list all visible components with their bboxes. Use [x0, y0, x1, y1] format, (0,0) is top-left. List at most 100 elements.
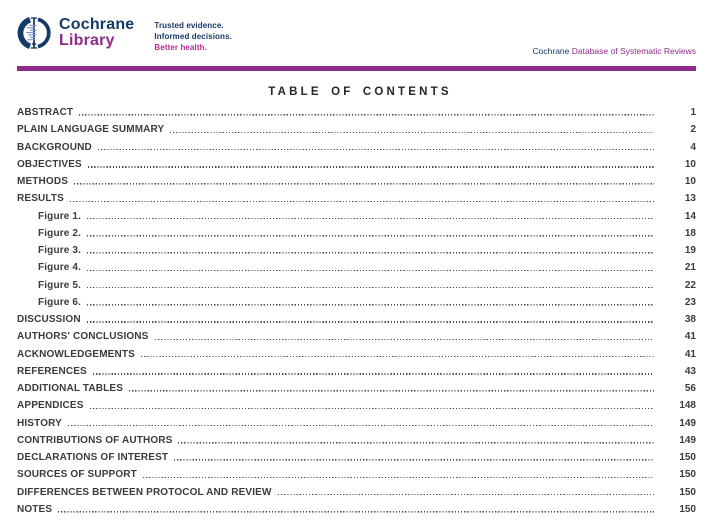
- toc-page-number: 148: [679, 400, 696, 412]
- toc-row: APPENDICES 148: [17, 397, 696, 414]
- toc-entry-label[interactable]: Figure 4.: [38, 262, 82, 274]
- toc-entry-label[interactable]: REFERENCES: [17, 365, 87, 377]
- toc-row: Figure 3. 19: [17, 242, 696, 259]
- toc-row: RESULTS 13: [17, 190, 696, 207]
- logo-wordmark: Cochrane Library: [59, 17, 134, 49]
- toc-entry-label[interactable]: APPENDICES: [17, 400, 84, 412]
- toc-leader: [79, 114, 654, 116]
- toc-leader: [87, 217, 654, 220]
- toc-leader: [87, 269, 654, 272]
- toc-entry-label[interactable]: Figure 1.: [38, 210, 82, 222]
- toc-leader: [87, 166, 654, 168]
- page-title: TABLE OF CONTENTS: [268, 86, 452, 98]
- toc-leader: [86, 321, 654, 323]
- cochrane-logo-icon: [17, 16, 51, 50]
- toc-page-number: 21: [684, 262, 696, 274]
- toc-entry-label[interactable]: AUTHORS' CONCLUSIONS: [17, 331, 149, 343]
- toc-leader: [277, 493, 654, 496]
- toc-list: ABSTRACT 1 PLAIN LANGUAGE SUMMARY 2 BACK…: [17, 104, 696, 518]
- toc-entry-label[interactable]: DISCUSSION: [17, 314, 81, 326]
- toc-page-number: 41: [684, 348, 696, 360]
- toc-page-number: 22: [684, 279, 696, 291]
- header-rule: [17, 66, 696, 71]
- toc-leader: [87, 304, 654, 306]
- toc-row: DISCUSSION 38: [17, 311, 696, 328]
- toc-page-number: 2: [690, 124, 696, 136]
- toc-page-number: 23: [684, 296, 696, 308]
- toc-leader: [87, 286, 654, 289]
- toc-entry-label[interactable]: BACKGROUND: [17, 141, 92, 153]
- toc-page-number: 13: [684, 193, 696, 205]
- toc-leader: [58, 511, 654, 513]
- toc-leader: [92, 373, 654, 375]
- toc-entry-label[interactable]: Figure 5.: [38, 279, 82, 291]
- toc-row: BACKGROUND 4: [17, 139, 696, 156]
- toc-entry-label[interactable]: RESULTS: [17, 193, 64, 205]
- toc-entry-label[interactable]: HISTORY: [17, 417, 62, 429]
- toc-row: ACKNOWLEDGEMENTS 41: [17, 346, 696, 363]
- toc-row: Figure 1. 14: [17, 208, 696, 225]
- toc-page-number: 41: [684, 331, 696, 343]
- toc-entry-label[interactable]: Figure 2.: [38, 227, 82, 239]
- toc-entry-label[interactable]: NOTES: [17, 503, 53, 515]
- toc-page-number: 150: [679, 452, 696, 464]
- toc-row: DIFFERENCES BETWEEN PROTOCOL AND REVIEW …: [17, 484, 696, 501]
- toc-leader: [97, 148, 654, 151]
- tagline: Trusted evidence. Informed decisions. Be…: [154, 20, 231, 53]
- toc-leader: [74, 183, 654, 185]
- toc-row: Figure 2. 18: [17, 225, 696, 242]
- journal-title-rest: Database of Systematic Reviews: [569, 46, 696, 56]
- toc-page-number: 43: [684, 365, 696, 377]
- toc-page-number: 19: [684, 245, 696, 257]
- toc-entry-label[interactable]: ABSTRACT: [17, 107, 74, 119]
- toc-leader: [154, 338, 654, 341]
- toc-leader: [129, 390, 654, 392]
- toc-row: Figure 5. 22: [17, 277, 696, 294]
- toc-leader: [87, 252, 654, 254]
- toc-row: Figure 6. 23: [17, 294, 696, 311]
- toc-page-number: 56: [684, 383, 696, 395]
- toc-row: AUTHORS' CONCLUSIONS 41: [17, 328, 696, 345]
- toc-page-number: 38: [684, 314, 696, 326]
- toc-row: SOURCES OF SUPPORT 150: [17, 466, 696, 483]
- toc-row: DECLARATIONS OF INTEREST 150: [17, 449, 696, 466]
- toc-leader: [174, 459, 654, 461]
- toc-page-number: 149: [679, 417, 696, 429]
- toc-entry-label[interactable]: ACKNOWLEDGEMENTS: [17, 348, 135, 360]
- toc-leader: [178, 442, 654, 444]
- toc-page-number: 18: [684, 227, 696, 239]
- toc-leader: [87, 235, 654, 237]
- toc-entry-label[interactable]: ADDITIONAL TABLES: [17, 383, 124, 395]
- toc-entry-label[interactable]: OBJECTIVES: [17, 158, 82, 170]
- toc-entry-label[interactable]: CONTRIBUTIONS OF AUTHORS: [17, 434, 173, 446]
- toc-row: OBJECTIVES 10: [17, 156, 696, 173]
- toc-page-number: 150: [679, 486, 696, 498]
- toc-leader: [140, 355, 654, 358]
- toc-row: CONTRIBUTIONS OF AUTHORS 149: [17, 432, 696, 449]
- logo-wordmark-line2: Library: [59, 32, 115, 49]
- toc-entry-label[interactable]: METHODS: [17, 176, 69, 188]
- toc-page-number: 10: [684, 176, 696, 188]
- toc-leader: [170, 131, 654, 134]
- toc-entry-label[interactable]: PLAIN LANGUAGE SUMMARY: [17, 124, 165, 136]
- toc-entry-label[interactable]: Figure 6.: [38, 296, 82, 308]
- toc-page-number: 4: [690, 141, 696, 153]
- toc-row: NOTES 150: [17, 501, 696, 518]
- toc-entry-label[interactable]: SOURCES OF SUPPORT: [17, 469, 137, 481]
- toc-leader: [67, 424, 654, 427]
- tagline-line2: Informed decisions.: [154, 32, 232, 41]
- toc-leader: [89, 407, 654, 410]
- toc-entry-label[interactable]: DIFFERENCES BETWEEN PROTOCOL AND REVIEW: [17, 486, 272, 498]
- tagline-line3: Better health.: [154, 43, 207, 52]
- toc-entry-label[interactable]: Figure 3.: [38, 245, 82, 257]
- toc-page-number: 150: [679, 469, 696, 481]
- toc-page-number: 1: [690, 107, 696, 119]
- logo-wordmark-line1: Cochrane: [59, 16, 135, 33]
- toc-row: METHODS 10: [17, 173, 696, 190]
- toc-row: Figure 4. 21: [17, 259, 696, 276]
- journal-title: Cochrane Database of Systematic Reviews: [533, 46, 696, 56]
- toc-entry-label[interactable]: DECLARATIONS OF INTEREST: [17, 452, 169, 464]
- journal-title-prefix: Cochrane: [532, 46, 570, 56]
- toc-page-number: 150: [679, 503, 696, 515]
- toc-row: ABSTRACT 1: [17, 104, 696, 121]
